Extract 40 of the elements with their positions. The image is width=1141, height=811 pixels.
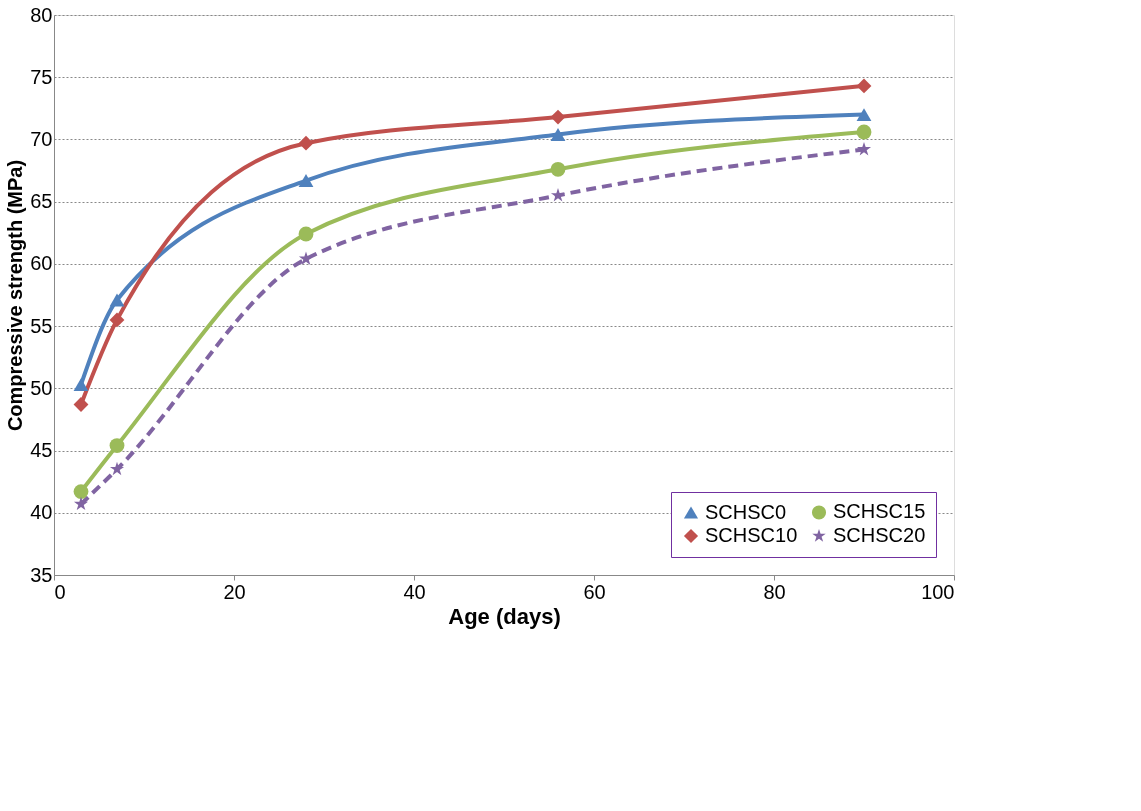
legend-label: SCHSC10 bbox=[705, 524, 798, 546]
point bbox=[550, 128, 566, 141]
x-tick-label: 100 bbox=[921, 580, 955, 603]
y-tick-label: 35 bbox=[30, 563, 53, 586]
legend-label: SCHSC20 bbox=[833, 524, 926, 546]
x-tick-label: 60 bbox=[583, 580, 606, 603]
point bbox=[298, 135, 314, 151]
point bbox=[109, 438, 125, 453]
y-tick-label: 70 bbox=[30, 127, 53, 150]
x-tick-label: 40 bbox=[403, 580, 426, 603]
x-tick-label: 80 bbox=[763, 580, 786, 603]
legend-label: SCHSC0 bbox=[705, 500, 787, 523]
point bbox=[109, 312, 125, 328]
point bbox=[550, 161, 566, 177]
point bbox=[298, 226, 314, 242]
y-tick-label: 65 bbox=[30, 190, 53, 213]
point bbox=[550, 188, 566, 202]
point bbox=[109, 461, 125, 476]
point bbox=[856, 141, 872, 156]
legend-label: SCHSC15 bbox=[833, 500, 926, 523]
y-axis-title: Compressive strength (MPa) bbox=[4, 159, 27, 432]
point bbox=[298, 174, 314, 187]
point bbox=[550, 109, 566, 125]
point bbox=[73, 484, 89, 500]
y-tick-label: 60 bbox=[30, 252, 53, 275]
point bbox=[73, 378, 89, 392]
x-tick-label: 20 bbox=[223, 580, 246, 603]
y-tick-label: 50 bbox=[30, 376, 53, 399]
point bbox=[73, 496, 89, 511]
y-tick-label: 75 bbox=[30, 65, 53, 88]
point bbox=[856, 78, 872, 94]
x-axis-title: Age (days) bbox=[448, 603, 561, 629]
y-tick-label: 80 bbox=[30, 3, 53, 26]
point bbox=[109, 293, 125, 307]
point bbox=[856, 108, 872, 121]
y-tick-label: 45 bbox=[30, 439, 53, 462]
point bbox=[856, 124, 872, 140]
y-tick-label: 40 bbox=[30, 501, 53, 524]
x-tick-label: 0 bbox=[54, 580, 66, 603]
y-tick-label: 55 bbox=[30, 314, 53, 337]
